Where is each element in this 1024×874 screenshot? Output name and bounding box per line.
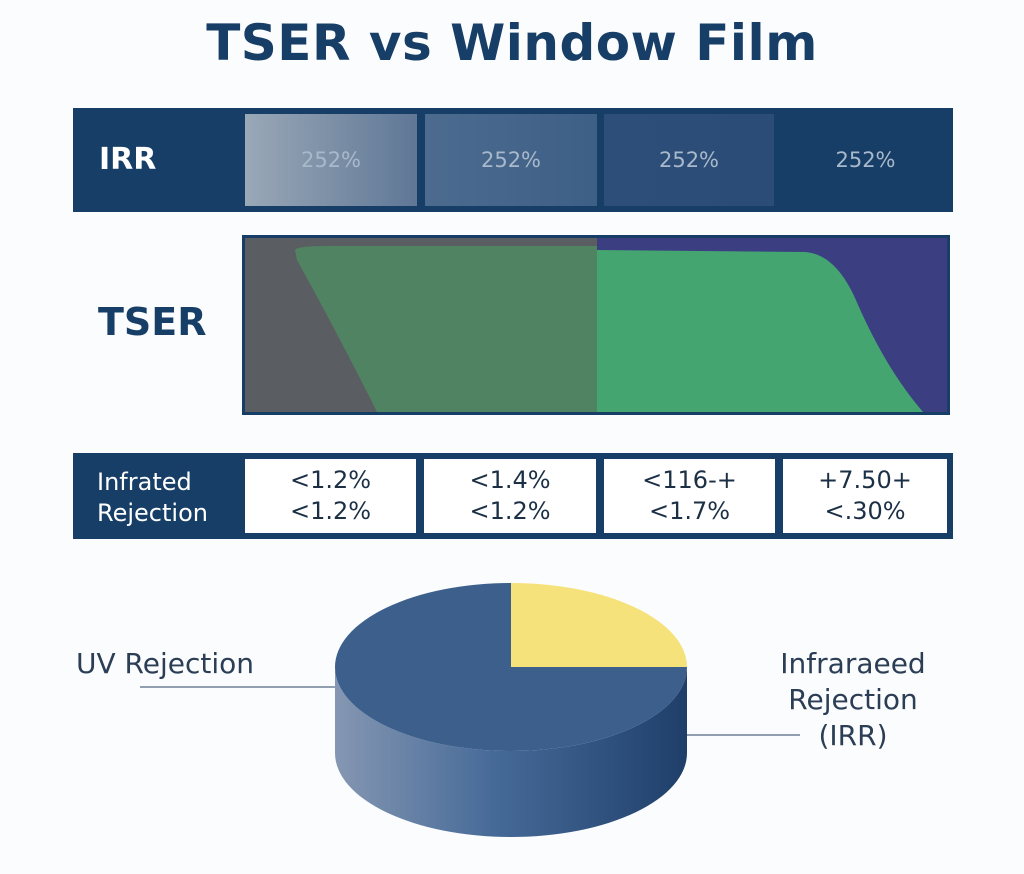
infrared-row-label-line2: Rejection bbox=[97, 499, 208, 527]
pie-group bbox=[335, 583, 687, 837]
infrared-cell-4: +7.50+ <.30% bbox=[783, 459, 947, 533]
infrared-cell-3-value-2: <1.7% bbox=[648, 497, 731, 525]
tser-area-left bbox=[295, 246, 597, 412]
tser-area-right bbox=[597, 250, 923, 412]
tser-area-chart bbox=[242, 235, 950, 415]
pie-side-wall bbox=[335, 667, 687, 837]
infrared-cell-1-value-1: <1.2% bbox=[289, 466, 372, 494]
irr-pie-label-text: Infraraeed Rejection (IRR) bbox=[780, 647, 926, 752]
irr-band: IRR 252% 252% 252% 252% bbox=[73, 108, 953, 212]
infrared-cell-4-value-1: +7.50+ bbox=[818, 466, 912, 494]
infrared-table: Infrated Rejection <1.2% <1.2% <1.4% <1.… bbox=[73, 453, 953, 539]
tser-area-svg bbox=[245, 238, 947, 412]
infrared-cell-4-value-2: <.30% bbox=[824, 497, 906, 525]
chart-title: TSER vs Window Film bbox=[206, 14, 818, 72]
infrared-cell-2-value-2: <1.2% bbox=[469, 497, 551, 525]
tser-row-label: TSER bbox=[98, 300, 207, 344]
infrared-cell-2-value-1: <1.4% bbox=[469, 466, 551, 494]
infrared-cell-2: <1.4% <1.2% bbox=[424, 459, 596, 533]
irr-cell-4: 252% bbox=[835, 148, 896, 172]
pie-chart-svg bbox=[140, 583, 800, 837]
infrared-cell-3: <116-+ <1.7% bbox=[604, 459, 775, 533]
infrared-row-label: Infrated Rejection bbox=[97, 467, 208, 529]
infrared-cell-3-value-1: <116-+ bbox=[642, 466, 737, 494]
infrared-cell-1-value-2: <1.2% bbox=[289, 497, 372, 525]
irr-pie-label: Infraraeed Rejection (IRR) bbox=[778, 646, 978, 754]
irr-cell-1: 252% bbox=[245, 114, 417, 206]
uv-rejection-label: UV Rejection bbox=[76, 647, 255, 680]
irr-cell-3: 252% bbox=[604, 114, 774, 206]
irr-cell-2: 252% bbox=[425, 114, 597, 206]
infrared-cell-1: <1.2% <1.2% bbox=[245, 459, 416, 533]
pie-slice-irr bbox=[511, 583, 687, 667]
irr-row-label: IRR bbox=[99, 142, 157, 177]
infrared-row-label-line1: Infrated bbox=[97, 468, 192, 496]
